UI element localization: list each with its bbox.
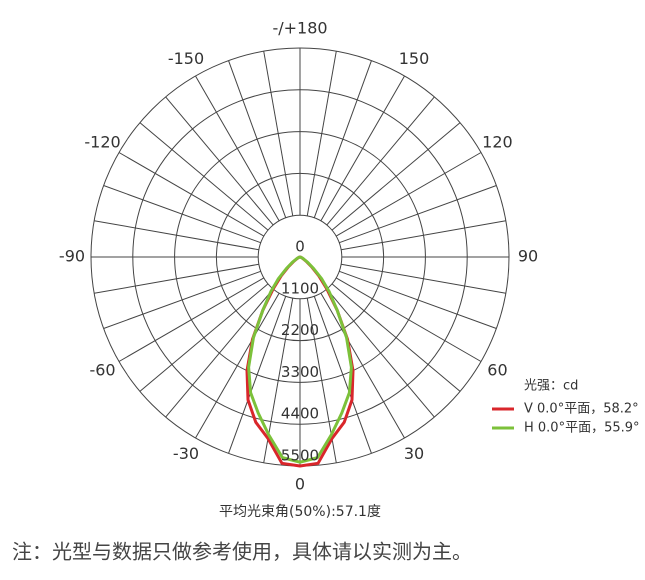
angle-label: -150 bbox=[168, 49, 204, 68]
spoke bbox=[335, 152, 482, 237]
minor-spoke bbox=[313, 60, 372, 218]
legend: 光强：cd V 0.0°平面，58.2° H 0.0°平面，55.9° bbox=[492, 379, 640, 436]
radial-label: 5500 bbox=[281, 447, 319, 465]
minor-spoke bbox=[103, 270, 261, 329]
minor-spoke bbox=[94, 220, 259, 251]
minor-spoke bbox=[103, 185, 261, 244]
minor-spoke bbox=[339, 270, 497, 329]
legend-label: H 0.0°平面，55.9° bbox=[524, 421, 640, 436]
angle-label: 0 bbox=[295, 475, 305, 494]
spoke bbox=[320, 292, 405, 439]
minor-spoke bbox=[331, 283, 461, 392]
minor-spoke bbox=[139, 122, 269, 231]
minor-spoke bbox=[228, 296, 287, 454]
minor-spoke bbox=[165, 96, 274, 226]
spoke bbox=[335, 277, 482, 362]
minor-spoke bbox=[165, 288, 274, 418]
intensity-curve bbox=[247, 255, 353, 464]
angle-label: -/+180 bbox=[272, 19, 327, 38]
minor-spoke bbox=[263, 51, 294, 216]
angle-label: 90 bbox=[518, 247, 538, 266]
spoke bbox=[195, 75, 280, 222]
minor-spoke bbox=[341, 220, 506, 251]
angle-label: 120 bbox=[482, 133, 513, 152]
spoke bbox=[320, 75, 405, 222]
radial-label: 4400 bbox=[281, 405, 319, 423]
labels: -/+180 -150 -120 -90 -60 -30 0 30 60 90 120 150 0 110… bbox=[59, 19, 538, 494]
minor-spoke bbox=[326, 288, 435, 418]
spoke bbox=[118, 277, 265, 362]
minor-spoke bbox=[313, 296, 372, 454]
minor-spoke bbox=[326, 96, 435, 226]
angle-label: 60 bbox=[487, 361, 507, 380]
subtitle: 平均光束角(50%):57.1度 bbox=[219, 504, 381, 520]
minor-spoke bbox=[94, 263, 259, 294]
radial-label: 1100 bbox=[281, 279, 319, 297]
curves bbox=[245, 255, 355, 468]
radial-label: 2200 bbox=[281, 321, 319, 339]
angle-label: -30 bbox=[173, 444, 199, 463]
angle-label: 30 bbox=[404, 444, 424, 463]
legend-label: V 0.0°平面，58.2° bbox=[524, 402, 639, 417]
minor-spoke bbox=[228, 60, 287, 218]
radial-label: 3300 bbox=[281, 363, 319, 381]
angle-label: -60 bbox=[89, 361, 115, 380]
minor-spoke bbox=[139, 283, 269, 392]
legend-title: 光强：cd bbox=[524, 379, 578, 394]
radial-label: 0 bbox=[295, 238, 305, 256]
minor-spoke bbox=[331, 122, 461, 231]
angle-label: -90 bbox=[59, 247, 85, 266]
angle-label: -120 bbox=[84, 133, 120, 152]
minor-spoke bbox=[341, 263, 506, 294]
angle-label: 150 bbox=[399, 49, 430, 68]
minor-spoke bbox=[339, 185, 497, 244]
spoke bbox=[118, 152, 265, 237]
spoke bbox=[195, 292, 280, 439]
minor-spoke bbox=[306, 51, 337, 216]
note: 注：光型与数据只做参考使用，具体请以实测为主。 bbox=[12, 540, 472, 564]
